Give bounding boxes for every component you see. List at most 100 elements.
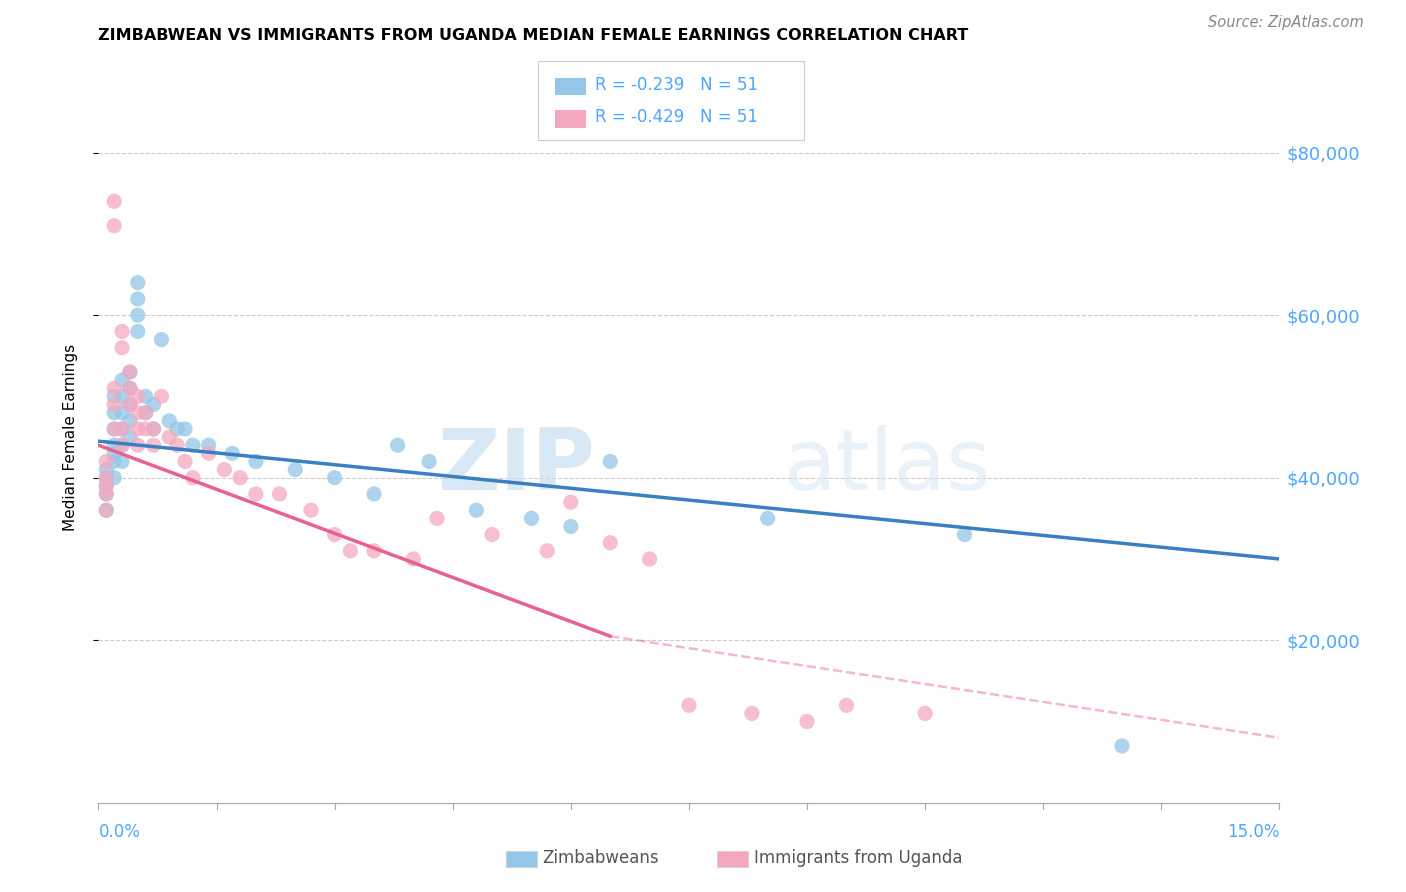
Point [520, 511, 543, 525]
Point [118, 430, 141, 444]
Point [536, 544, 558, 558]
Point [118, 381, 141, 395]
Point [103, 438, 125, 452]
Point [323, 527, 346, 541]
Point [166, 438, 188, 452]
Point [103, 471, 125, 485]
Point [111, 438, 134, 452]
Point [363, 487, 385, 501]
Point [221, 446, 243, 460]
Point [135, 406, 157, 420]
Point [418, 454, 440, 468]
Point [387, 438, 409, 452]
Point [426, 511, 449, 525]
Point [560, 519, 582, 533]
Text: Zimbabweans: Zimbabweans [543, 849, 659, 867]
Point [96, 471, 118, 485]
Point [127, 389, 149, 403]
Y-axis label: Median Female Earnings: Median Female Earnings [63, 343, 77, 531]
Point [111, 422, 134, 436]
Point [796, 714, 818, 729]
Point [127, 325, 149, 339]
Point [103, 454, 125, 468]
Point [96, 462, 118, 476]
Point [96, 487, 118, 501]
Point [174, 454, 197, 468]
Point [835, 698, 858, 713]
Point [402, 552, 425, 566]
Text: ZIMBABWEAN VS IMMIGRANTS FROM UGANDA MEDIAN FEMALE EARNINGS CORRELATION CHART: ZIMBABWEAN VS IMMIGRANTS FROM UGANDA MED… [98, 29, 969, 43]
Point [118, 365, 141, 379]
Text: Immigrants from Uganda: Immigrants from Uganda [754, 849, 962, 867]
Point [135, 422, 157, 436]
Text: R = -0.239   N = 51: R = -0.239 N = 51 [595, 76, 758, 94]
Point [135, 389, 157, 403]
Point [181, 471, 204, 485]
Point [560, 495, 582, 509]
Point [127, 438, 149, 452]
Point [229, 471, 252, 485]
Text: Source: ZipAtlas.com: Source: ZipAtlas.com [1208, 15, 1364, 29]
Point [111, 389, 134, 403]
Point [103, 381, 125, 395]
Point [269, 487, 291, 501]
Point [142, 398, 165, 412]
Point [111, 325, 134, 339]
Point [181, 438, 204, 452]
Point [599, 454, 621, 468]
Point [127, 422, 149, 436]
Point [127, 276, 149, 290]
Point [118, 414, 141, 428]
Point [127, 406, 149, 420]
Point [741, 706, 763, 721]
Point [339, 544, 361, 558]
Point [363, 544, 385, 558]
Point [914, 706, 936, 721]
Point [245, 454, 267, 468]
Point [111, 454, 134, 468]
Point [103, 219, 125, 233]
Point [96, 503, 118, 517]
Point [150, 333, 173, 347]
Point [118, 398, 141, 412]
Point [135, 406, 157, 420]
Text: 0.0%: 0.0% [98, 822, 141, 840]
Point [111, 373, 134, 387]
Point [953, 527, 976, 541]
Point [756, 511, 779, 525]
Point [103, 194, 125, 209]
Point [103, 389, 125, 403]
Point [103, 446, 125, 460]
Point [142, 422, 165, 436]
Point [111, 341, 134, 355]
Text: ZIP: ZIP [437, 425, 595, 508]
Point [197, 438, 219, 452]
Point [245, 487, 267, 501]
Point [127, 292, 149, 306]
Point [118, 381, 141, 395]
Point [465, 503, 488, 517]
Point [481, 527, 503, 541]
Text: atlas: atlas [783, 425, 991, 508]
Point [118, 398, 141, 412]
Point [111, 422, 134, 436]
Point [111, 406, 134, 420]
Point [111, 438, 134, 452]
Point [166, 422, 188, 436]
Point [142, 438, 165, 452]
Point [96, 454, 118, 468]
Point [197, 446, 219, 460]
Point [103, 422, 125, 436]
Point [96, 503, 118, 517]
Point [96, 487, 118, 501]
Point [142, 422, 165, 436]
Point [150, 389, 173, 403]
Point [96, 479, 118, 493]
Point [157, 414, 180, 428]
Point [214, 462, 236, 476]
Point [103, 406, 125, 420]
Point [174, 422, 197, 436]
Point [96, 479, 118, 493]
Point [678, 698, 700, 713]
Point [118, 365, 141, 379]
